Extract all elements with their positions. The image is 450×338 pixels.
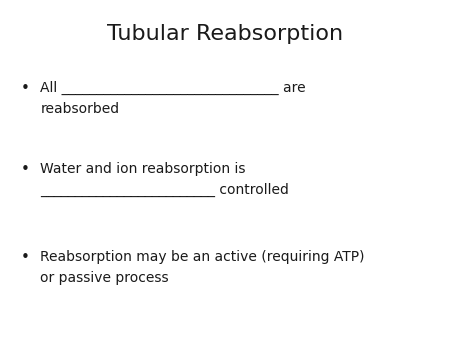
Text: •: • [20,81,29,96]
Text: •: • [20,162,29,177]
Text: Water and ion reabsorption is
_________________________ controlled: Water and ion reabsorption is __________… [40,162,289,197]
Text: Tubular Reabsorption: Tubular Reabsorption [107,24,343,44]
Text: •: • [20,250,29,265]
Text: Reabsorption may be an active (requiring ATP)
or passive process: Reabsorption may be an active (requiring… [40,250,365,285]
Text: All _______________________________ are
reabsorbed: All _______________________________ are … [40,81,306,116]
